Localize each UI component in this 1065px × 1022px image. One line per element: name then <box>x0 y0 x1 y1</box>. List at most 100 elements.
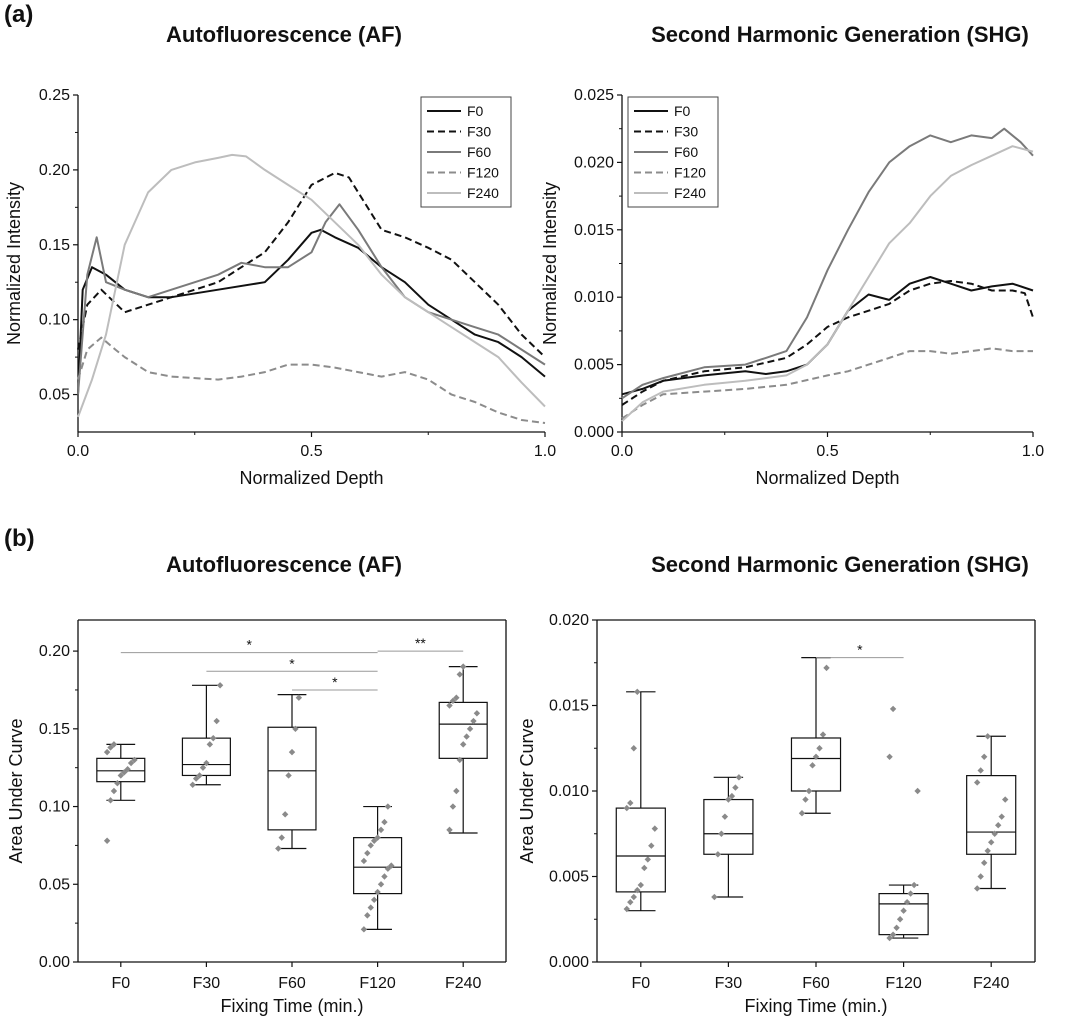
af-auc-data-point <box>370 837 378 844</box>
shg-auc-data-point <box>623 804 630 812</box>
shg-auc-data-point <box>721 813 729 820</box>
shg-auc-data-point <box>889 705 897 713</box>
af-auc-data-point <box>360 926 368 933</box>
af-auc-data-point <box>196 772 203 779</box>
shg-auc-data-point <box>641 864 648 872</box>
af-profile-xtick-label: 1.0 <box>534 443 556 460</box>
af-auc-data-point <box>213 717 220 725</box>
af-auc-data-point <box>192 775 200 782</box>
shg-auc-data-point <box>988 839 995 846</box>
af-auc-data-point <box>107 797 114 804</box>
shg-auc-data-point <box>977 873 984 880</box>
af-auc-data-point <box>285 772 292 779</box>
af-auc-data-point <box>388 862 395 869</box>
shg-auc-category-label: F30 <box>715 975 743 992</box>
shg-auc-data-point <box>977 767 984 774</box>
af-auc-category-label: F120 <box>359 975 396 992</box>
af-profile-title: Autofluorescence (AF) <box>166 22 402 47</box>
af-auc-data-point <box>110 787 118 795</box>
shg-auc-data-point <box>627 898 634 906</box>
shg-profile-series-line-f60 <box>621 127 1034 400</box>
af-auc-y-axis-label: Area Under Curve <box>6 718 26 863</box>
shg-auc-data-point <box>711 893 718 901</box>
shg-profile-legend-label: F240 <box>674 185 706 201</box>
af-auc-category-label: F0 <box>111 975 130 992</box>
shg-auc-data-point <box>714 851 722 858</box>
af-profile-legend-label: F240 <box>467 185 499 201</box>
af-auc-ytick-label: 0.10 <box>39 799 70 816</box>
af-profile-legend-label: F30 <box>467 124 491 140</box>
af-profile-y-axis-label: Normalized Intensity <box>4 182 24 345</box>
shg-auc-data-point <box>735 774 743 781</box>
af-profile-series-line-f0 <box>77 228 546 395</box>
shg-auc-data-point <box>823 664 830 672</box>
shg-auc-data-point <box>914 787 921 795</box>
af-profile-legend-label: F0 <box>467 103 484 119</box>
shg-auc-data-point <box>648 842 655 849</box>
af-auc-data-point <box>453 694 460 701</box>
af-auc-data-point <box>367 904 374 911</box>
shg-auc-data-point <box>725 796 732 803</box>
af-auc-data-point <box>466 725 474 733</box>
af-auc-data-point <box>189 781 196 788</box>
af-auc-data-point <box>103 748 111 756</box>
af-auc-box-f240 <box>438 701 488 759</box>
af-auc-data-point <box>384 865 392 872</box>
shg-auc-ytick-label: 0.020 <box>549 612 589 629</box>
af-profile-series-line-f120 <box>77 336 546 424</box>
shg-auc-data-point <box>819 731 827 738</box>
af-profile-chart: Autofluorescence (AF) 0.05 0.10 0.15 0.20 0.2… <box>4 22 556 488</box>
af-auc-data-point <box>206 741 214 748</box>
shg-auc-data-point <box>886 934 893 942</box>
shg-profile-legend-label: F0 <box>674 103 691 119</box>
shg-auc-data-point <box>903 898 911 906</box>
shg-auc-category-label: F60 <box>802 975 830 992</box>
shg-auc-data-point <box>984 847 991 855</box>
shg-auc-data-point <box>973 779 981 786</box>
af-auc-data-point <box>295 694 303 701</box>
shg-auc-data-point <box>893 924 900 931</box>
shg-auc-data-point <box>889 931 897 938</box>
af-auc-ytick-label: 0.00 <box>39 954 70 971</box>
af-auc-data-point <box>384 803 392 810</box>
shg-auc-data-point <box>627 799 634 807</box>
af-auc-data-point <box>364 912 371 919</box>
shg-auc-box-f0 <box>615 807 666 893</box>
af-auc-data-point <box>292 725 299 733</box>
shg-auc-data-point <box>991 830 998 837</box>
af-auc-significance-label: * <box>332 674 338 690</box>
af-auc-data-point <box>446 702 453 709</box>
shg-profile-ytick-label: 0.000 <box>574 424 614 441</box>
shg-auc-data-point <box>644 856 652 863</box>
shg-profile-x-axis-label: Normalized Depth <box>755 468 899 488</box>
af-profile-legend-label: F60 <box>467 144 491 160</box>
shg-auc-data-point <box>623 905 630 913</box>
af-auc-data-point <box>449 803 457 810</box>
shg-profile-y-axis-label: Normalized Intensity <box>540 182 560 345</box>
af-auc-data-point <box>216 682 224 689</box>
shg-profile-ytick-label: 0.005 <box>574 357 614 374</box>
af-auc-data-point <box>360 857 368 865</box>
shg-auc-data-point <box>980 753 988 760</box>
shg-auc-box-f120 <box>878 892 929 936</box>
shg-auc-data-point <box>728 792 736 800</box>
af-auc-data-point <box>107 744 114 751</box>
af-profile-ytick-label: 0.05 <box>39 387 70 404</box>
af-auc-data-point <box>275 845 282 852</box>
af-auc-data-point <box>446 826 453 834</box>
af-auc-ytick-label: 0.15 <box>39 721 70 738</box>
shg-auc-data-point <box>630 893 637 901</box>
af-auc-data-point <box>110 741 118 748</box>
af-auc-data-point <box>127 759 135 767</box>
af-auc-data-point <box>124 766 131 773</box>
shg-auc-ytick-label: 0.010 <box>549 783 589 800</box>
shg-profile-xtick-label: 0.0 <box>611 443 633 460</box>
af-auc-data-point <box>453 787 460 795</box>
shg-auc-data-point <box>802 796 809 803</box>
af-auc-title: Autofluorescence (AF) <box>166 552 402 577</box>
shg-profile-legend-label: F120 <box>674 165 706 181</box>
af-auc-data-point <box>374 888 381 896</box>
shg-auc-data-point <box>973 885 981 892</box>
af-profile-xtick-label: 0.5 <box>300 443 322 460</box>
